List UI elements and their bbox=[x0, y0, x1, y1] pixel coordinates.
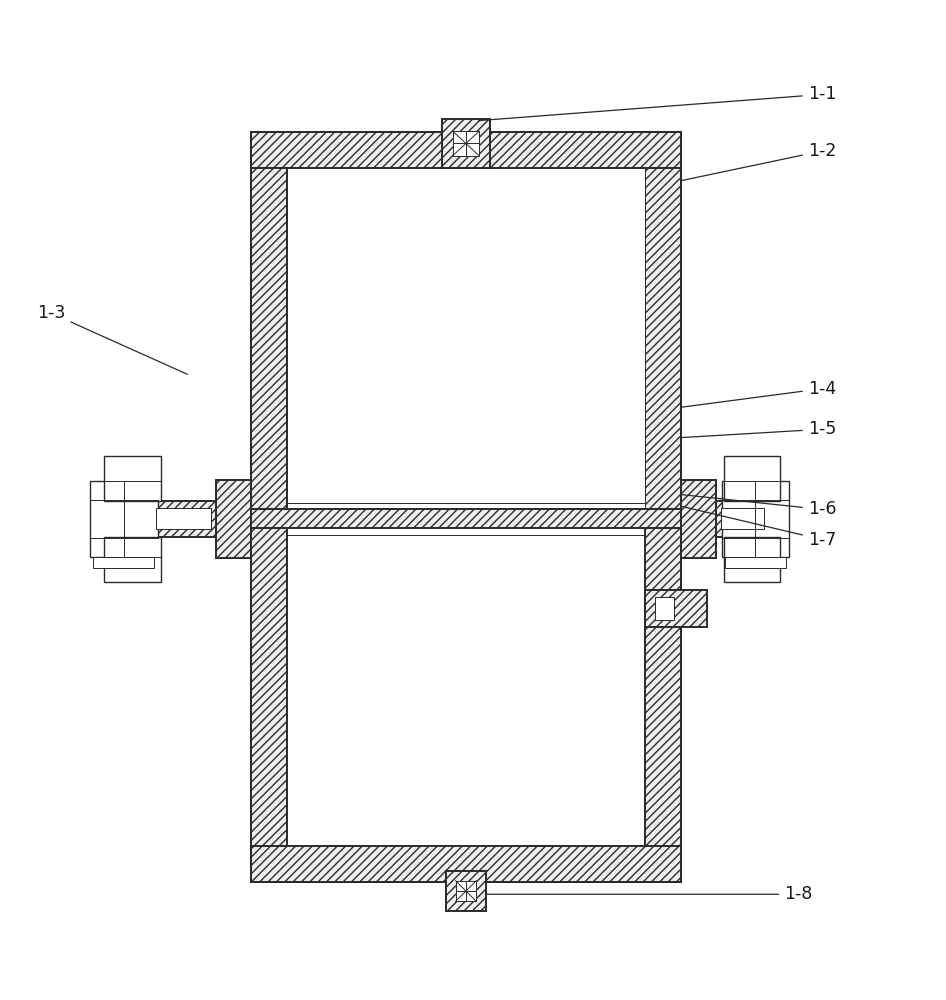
Text: 1-3: 1-3 bbox=[37, 304, 187, 374]
Bar bbox=[252, 168, 288, 846]
Bar bbox=[94, 557, 154, 568]
Bar bbox=[156, 508, 211, 529]
Bar bbox=[143, 509, 789, 528]
Bar bbox=[644, 590, 707, 627]
Text: 1-2: 1-2 bbox=[681, 142, 836, 181]
Text: 1-8: 1-8 bbox=[485, 885, 813, 903]
Bar bbox=[216, 480, 252, 558]
Bar bbox=[656, 597, 674, 620]
Bar bbox=[151, 501, 216, 537]
Bar bbox=[104, 456, 161, 501]
Bar bbox=[722, 481, 790, 557]
Bar bbox=[725, 557, 786, 568]
Bar bbox=[453, 131, 479, 156]
Bar bbox=[724, 456, 780, 501]
Text: 1-1: 1-1 bbox=[479, 85, 836, 121]
Text: 1-6: 1-6 bbox=[681, 495, 836, 518]
Bar bbox=[252, 846, 680, 882]
Bar bbox=[716, 501, 768, 537]
Bar bbox=[288, 168, 644, 846]
Bar bbox=[680, 480, 716, 558]
Bar bbox=[90, 481, 158, 557]
Bar bbox=[456, 881, 476, 901]
Text: 1-5: 1-5 bbox=[681, 420, 836, 438]
Bar bbox=[443, 119, 489, 168]
Bar bbox=[288, 168, 644, 509]
Bar bbox=[447, 871, 485, 911]
Bar bbox=[644, 168, 680, 846]
Bar bbox=[252, 132, 680, 882]
Text: 1-4: 1-4 bbox=[681, 380, 836, 407]
Text: 1-7: 1-7 bbox=[681, 506, 836, 549]
Bar bbox=[252, 132, 680, 168]
Bar bbox=[724, 537, 780, 582]
Bar bbox=[104, 537, 161, 582]
Bar bbox=[721, 508, 763, 529]
